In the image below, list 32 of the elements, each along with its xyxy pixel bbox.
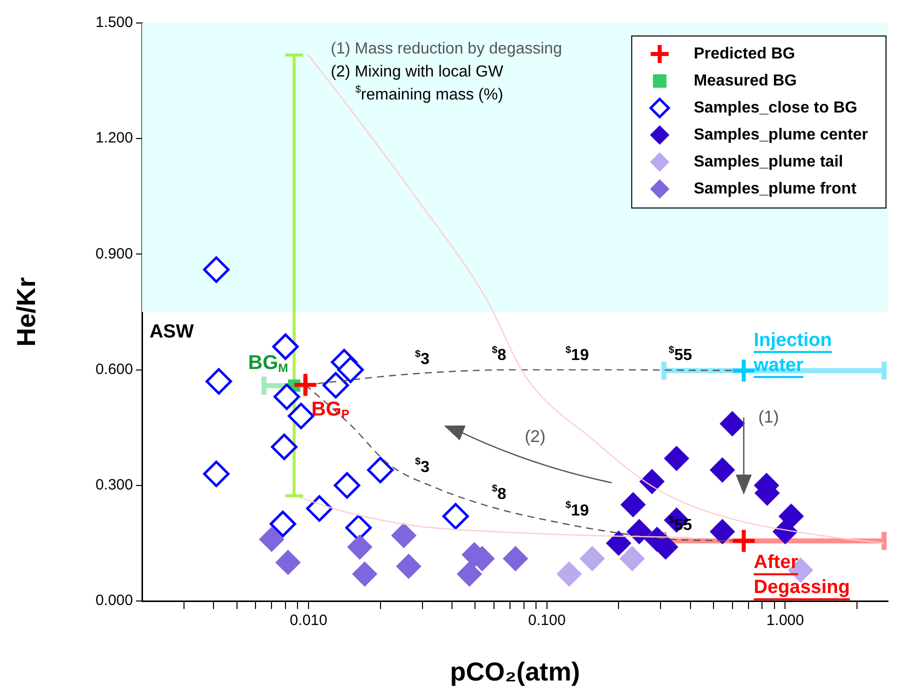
x-tick-label: 0.100 [528,612,566,630]
annotation: ASW [149,321,194,342]
annotation: (1) Mass reduction by degassing [330,40,562,58]
annotation: $remaining mass (%) [355,84,504,104]
legend-label: Samples_plume tail [694,153,844,170]
annotation: (2) Mixing with local GW [330,64,504,81]
y-tick-label: 1.200 [95,130,133,147]
x-tick-label: 0.010 [290,612,328,630]
annotation: $8 [492,344,506,364]
annotation: Injection water [752,330,832,376]
y-tick-label: 0.000 [95,592,133,610]
annotation: $19 [566,500,589,520]
legend-label: Measured BG [694,72,797,90]
legend-label: Samples_plume center [694,126,868,144]
annotation: $8 [492,484,506,503]
y-tick-label: 0.300 [95,476,133,494]
legend-label: Samples_close to BG [694,99,858,116]
y-axis-title: He/Kr [10,277,41,347]
annotation: $55 [668,344,692,364]
annotation: $19 [566,344,589,364]
y-tick-label: 1.500 [95,14,133,32]
annotation: (1) [758,407,779,426]
annotation: (2) [524,427,546,446]
annotation: $3 [415,456,430,476]
legend-label: Predicted BG [694,45,796,62]
y-tick-label: 0.600 [95,360,133,378]
x-axis-title: pCO₂(atm) [450,656,580,687]
y-tick-label: 0.900 [95,245,133,262]
x-tick-label: 1.000 [766,612,804,630]
annotation: $3 [415,348,430,368]
legend-label: Samples_plume front [694,180,858,198]
annotation: After Degassing [754,552,850,598]
